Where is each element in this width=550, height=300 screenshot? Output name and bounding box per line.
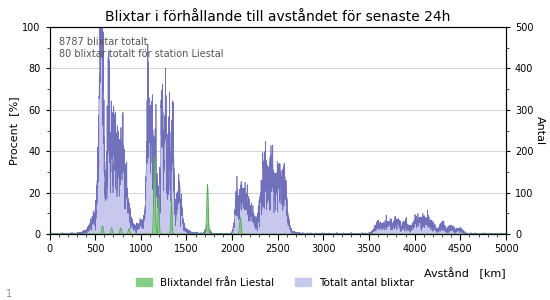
Text: 1: 1	[6, 289, 12, 299]
Text: 8787 blixtar totalt
80 blixtar totalt för station Liestal: 8787 blixtar totalt 80 blixtar totalt fö…	[59, 38, 223, 59]
Y-axis label: Procent  [%]: Procent [%]	[9, 96, 19, 165]
Legend: Blixtandel från Liestal, Totalt antal blixtar: Blixtandel från Liestal, Totalt antal bl…	[132, 274, 418, 292]
Title: Blixtar i förhållande till avståndet för senaste 24h: Blixtar i förhållande till avståndet för…	[105, 11, 450, 24]
Text: Avstånd   [km]: Avstånd [km]	[425, 267, 506, 279]
Y-axis label: Antal: Antal	[535, 116, 544, 145]
